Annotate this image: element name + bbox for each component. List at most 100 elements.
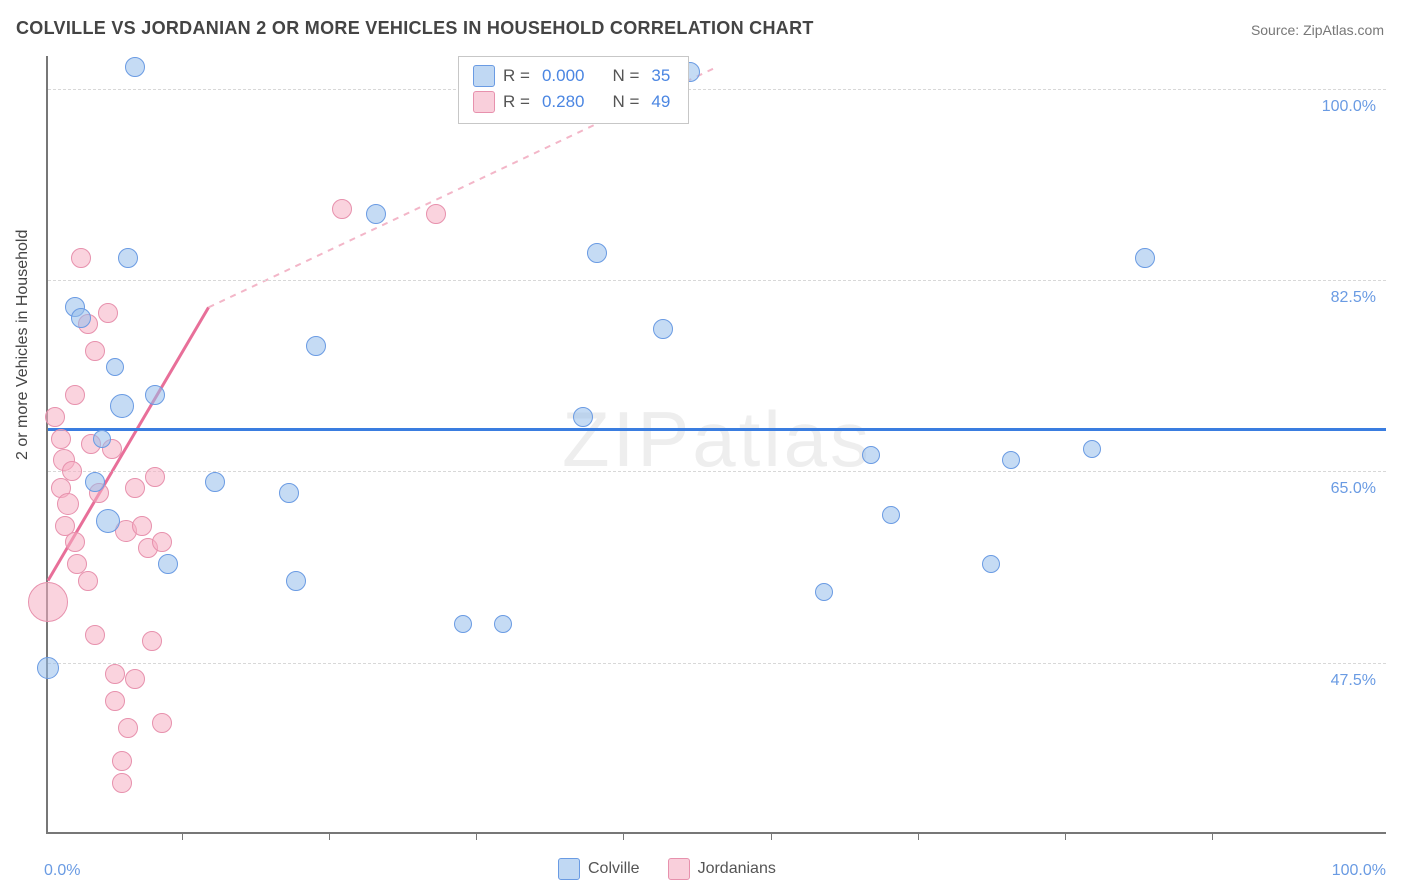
- point-colville: [1135, 248, 1155, 268]
- point-colville: [205, 472, 225, 492]
- legend-row: R = 0.280 N = 49: [473, 89, 674, 115]
- x-tick-mark: [182, 832, 183, 840]
- x-tick-mark: [771, 832, 772, 840]
- point-colville: [1002, 451, 1020, 469]
- x-tick-mark: [329, 832, 330, 840]
- legend-label: Colville: [588, 860, 640, 878]
- legend-r-value: 0.280: [538, 92, 589, 112]
- x-tick-mark: [476, 832, 477, 840]
- point-jordanians: [98, 303, 118, 323]
- legend-row: R = 0.000 N = 35: [473, 63, 674, 89]
- point-colville: [286, 571, 306, 591]
- x-tick-mark: [1065, 832, 1066, 840]
- point-jordanians: [62, 461, 82, 481]
- point-jordanians: [125, 669, 145, 689]
- point-colville: [106, 358, 124, 376]
- chart-container: COLVILLE VS JORDANIAN 2 OR MORE VEHICLES…: [0, 0, 1406, 892]
- point-colville: [862, 446, 880, 464]
- point-colville: [85, 472, 105, 492]
- point-jordanians: [152, 713, 172, 733]
- legend-r-value: 0.000: [538, 66, 589, 86]
- point-colville: [573, 407, 593, 427]
- point-jordanians: [145, 467, 165, 487]
- gridline-horizontal: [48, 280, 1386, 281]
- point-colville: [125, 57, 145, 77]
- point-jordanians: [85, 341, 105, 361]
- point-jordanians: [65, 532, 85, 552]
- y-tick-label: 100.0%: [1320, 98, 1378, 116]
- point-colville: [96, 509, 120, 533]
- y-tick-label: 65.0%: [1329, 480, 1378, 498]
- point-colville: [815, 583, 833, 601]
- point-jordanians: [105, 664, 125, 684]
- point-colville: [587, 243, 607, 263]
- legend-n-label: N =: [612, 92, 639, 112]
- legend-item: Jordanians: [668, 858, 776, 880]
- x-tick-mark: [918, 832, 919, 840]
- source-attribution: Source: ZipAtlas.com: [1251, 22, 1384, 38]
- legend-swatch: [668, 858, 690, 880]
- plot-area: ZIPatlas 47.5%65.0%82.5%100.0%0.0%100.0%…: [46, 56, 1386, 834]
- point-colville: [982, 555, 1000, 573]
- point-jordanians: [112, 773, 132, 793]
- point-jordanians: [132, 516, 152, 536]
- point-colville: [110, 394, 134, 418]
- legend-n-label: N =: [612, 66, 639, 86]
- point-colville: [145, 385, 165, 405]
- chart-title: COLVILLE VS JORDANIAN 2 OR MORE VEHICLES…: [16, 18, 814, 39]
- point-jordanians: [142, 631, 162, 651]
- legend-label: Jordanians: [698, 860, 776, 878]
- point-jordanians: [51, 429, 71, 449]
- trendline-colville: [48, 428, 1386, 431]
- legend-item: Colville: [558, 858, 640, 880]
- source-label: Source:: [1251, 22, 1303, 38]
- legend-n-value: 49: [647, 92, 674, 112]
- source-value: ZipAtlas.com: [1303, 22, 1384, 38]
- point-jordanians: [112, 751, 132, 771]
- point-colville: [279, 483, 299, 503]
- gridline-horizontal: [48, 89, 1386, 90]
- point-jordanians: [105, 691, 125, 711]
- point-jordanians: [65, 385, 85, 405]
- point-colville: [37, 657, 59, 679]
- point-jordanians: [57, 493, 79, 515]
- trendlines-layer: [48, 56, 1386, 832]
- point-colville: [882, 506, 900, 524]
- point-colville: [366, 204, 386, 224]
- y-tick-label: 47.5%: [1329, 672, 1378, 690]
- point-colville: [71, 308, 91, 328]
- point-jordanians: [332, 199, 352, 219]
- point-colville: [118, 248, 138, 268]
- point-colville: [93, 430, 111, 448]
- legend-r-label: R =: [503, 92, 530, 112]
- point-jordanians: [125, 478, 145, 498]
- point-colville: [158, 554, 178, 574]
- legend-swatch: [473, 65, 495, 87]
- point-colville: [494, 615, 512, 633]
- legend-n-value: 35: [647, 66, 674, 86]
- point-jordanians: [426, 204, 446, 224]
- legend-correlation: R = 0.000 N = 35 R = 0.280 N = 49: [458, 56, 689, 124]
- point-jordanians: [45, 407, 65, 427]
- legend-series: Colville Jordanians: [558, 858, 776, 880]
- point-jordanians: [152, 532, 172, 552]
- point-jordanians: [85, 625, 105, 645]
- point-jordanians: [118, 718, 138, 738]
- legend-r-label: R =: [503, 66, 530, 86]
- gridline-horizontal: [48, 663, 1386, 664]
- point-colville: [306, 336, 326, 356]
- point-colville: [653, 319, 673, 339]
- legend-swatch: [473, 91, 495, 113]
- y-axis-label: 2 or more Vehicles in Household: [14, 230, 32, 460]
- x-tick-label-max: 100.0%: [1332, 862, 1386, 880]
- point-jordanians: [78, 571, 98, 591]
- x-tick-label-min: 0.0%: [44, 862, 80, 880]
- x-tick-mark: [1212, 832, 1213, 840]
- legend-swatch: [558, 858, 580, 880]
- point-jordanians: [28, 582, 68, 622]
- x-tick-mark: [623, 832, 624, 840]
- point-jordanians: [71, 248, 91, 268]
- y-tick-label: 82.5%: [1329, 289, 1378, 307]
- point-colville: [454, 615, 472, 633]
- gridline-horizontal: [48, 471, 1386, 472]
